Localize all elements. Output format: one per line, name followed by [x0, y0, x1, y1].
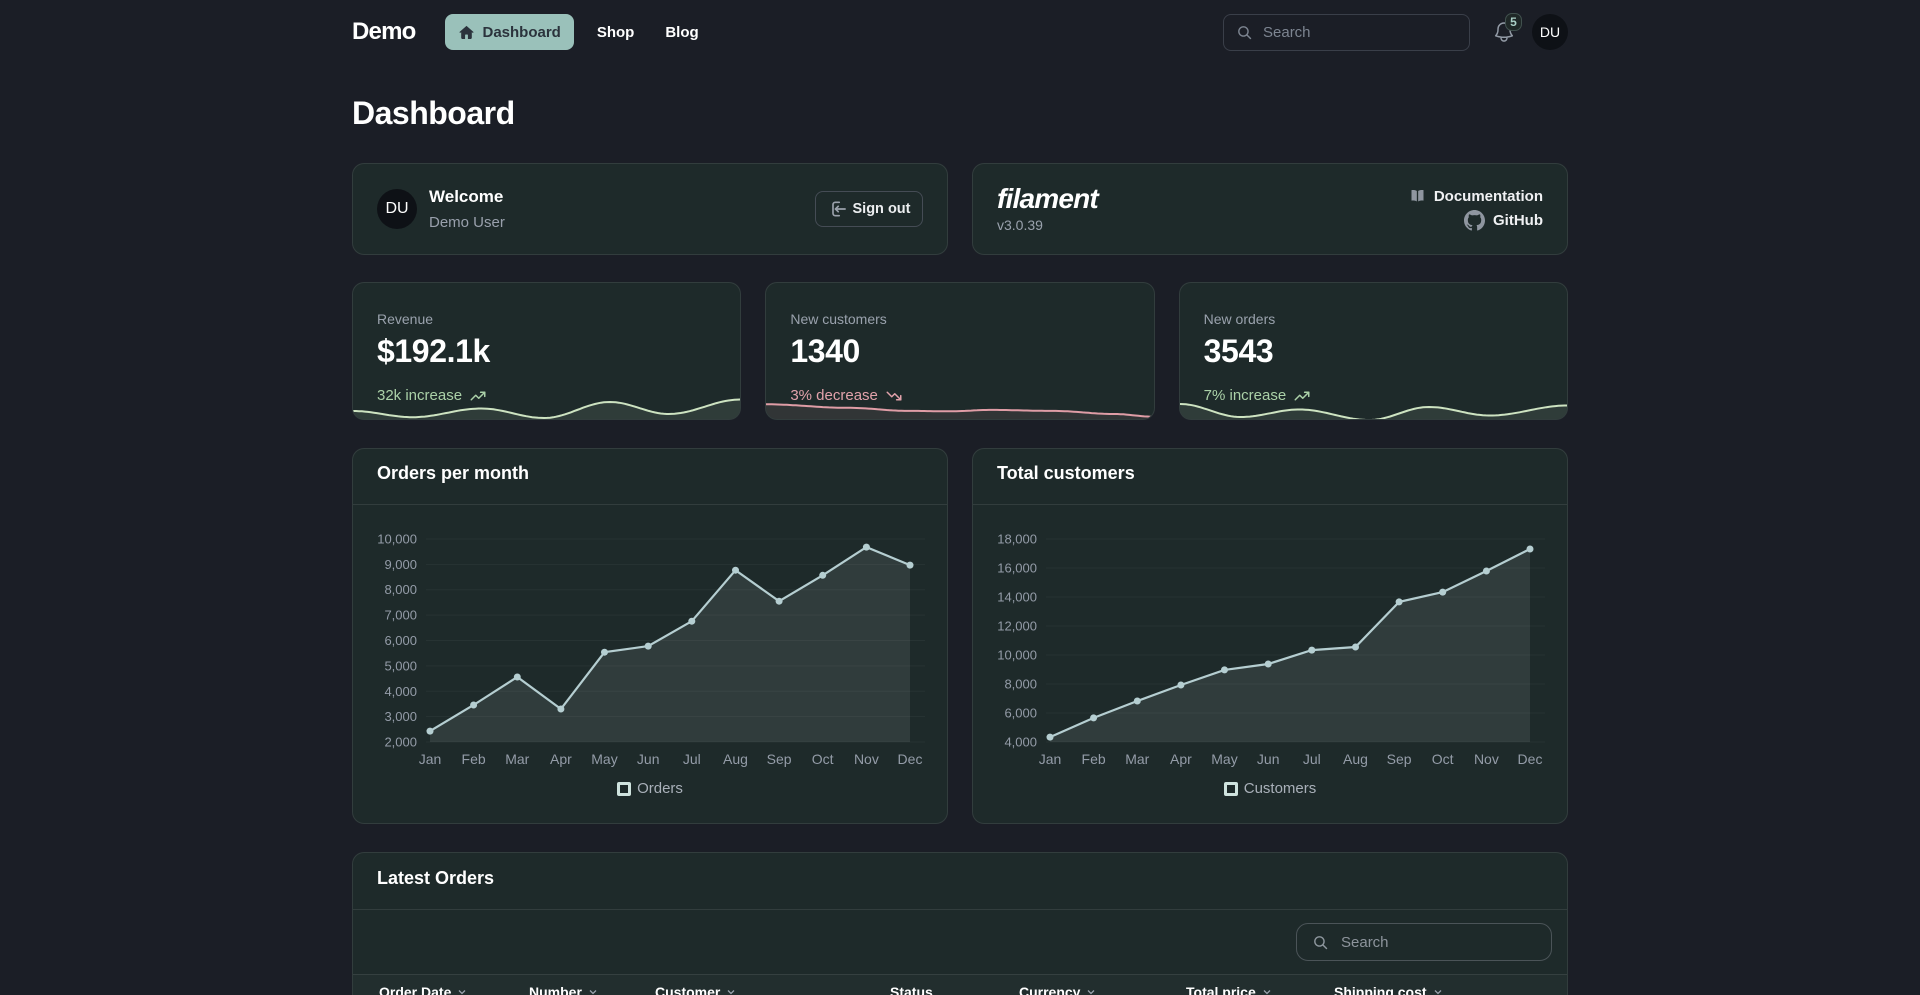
svg-text:Mar: Mar	[1125, 751, 1149, 767]
svg-text:Aug: Aug	[723, 751, 748, 767]
svg-text:10,000: 10,000	[377, 532, 417, 547]
svg-text:Sep: Sep	[1387, 751, 1412, 767]
svg-text:Nov: Nov	[854, 751, 879, 767]
svg-text:5,000: 5,000	[384, 658, 417, 673]
svg-text:18,000: 18,000	[997, 532, 1037, 547]
svg-text:3,000: 3,000	[384, 709, 417, 724]
svg-text:2,000: 2,000	[384, 735, 417, 750]
svg-text:Oct: Oct	[812, 751, 834, 767]
svg-text:Jun: Jun	[637, 751, 660, 767]
svg-text:Jan: Jan	[1039, 751, 1062, 767]
svg-text:Jun: Jun	[1257, 751, 1280, 767]
svg-text:Jul: Jul	[1303, 751, 1321, 767]
svg-text:8,000: 8,000	[1004, 677, 1037, 692]
svg-text:6,000: 6,000	[384, 633, 417, 648]
svg-text:12,000: 12,000	[997, 619, 1037, 634]
svg-text:8,000: 8,000	[384, 582, 417, 597]
svg-text:Jul: Jul	[683, 751, 701, 767]
svg-text:May: May	[1211, 751, 1237, 767]
svg-text:Aug: Aug	[1343, 751, 1368, 767]
svg-text:9,000: 9,000	[384, 557, 417, 572]
svg-text:Jan: Jan	[419, 751, 442, 767]
svg-text:10,000: 10,000	[997, 648, 1037, 663]
svg-text:Feb: Feb	[462, 751, 486, 767]
svg-text:4,000: 4,000	[384, 684, 417, 699]
svg-text:4,000: 4,000	[1004, 735, 1037, 750]
svg-text:16,000: 16,000	[997, 561, 1037, 576]
svg-text:Apr: Apr	[550, 751, 572, 767]
svg-text:Dec: Dec	[1518, 751, 1543, 767]
svg-text:6,000: 6,000	[1004, 706, 1037, 721]
svg-text:Oct: Oct	[1432, 751, 1454, 767]
svg-text:May: May	[591, 751, 617, 767]
svg-text:Apr: Apr	[1170, 751, 1192, 767]
svg-text:7,000: 7,000	[384, 608, 417, 623]
svg-text:Nov: Nov	[1474, 751, 1499, 767]
svg-text:Mar: Mar	[505, 751, 529, 767]
svg-text:Feb: Feb	[1082, 751, 1106, 767]
svg-text:Sep: Sep	[767, 751, 792, 767]
svg-text:14,000: 14,000	[997, 590, 1037, 605]
svg-text:Dec: Dec	[898, 751, 923, 767]
